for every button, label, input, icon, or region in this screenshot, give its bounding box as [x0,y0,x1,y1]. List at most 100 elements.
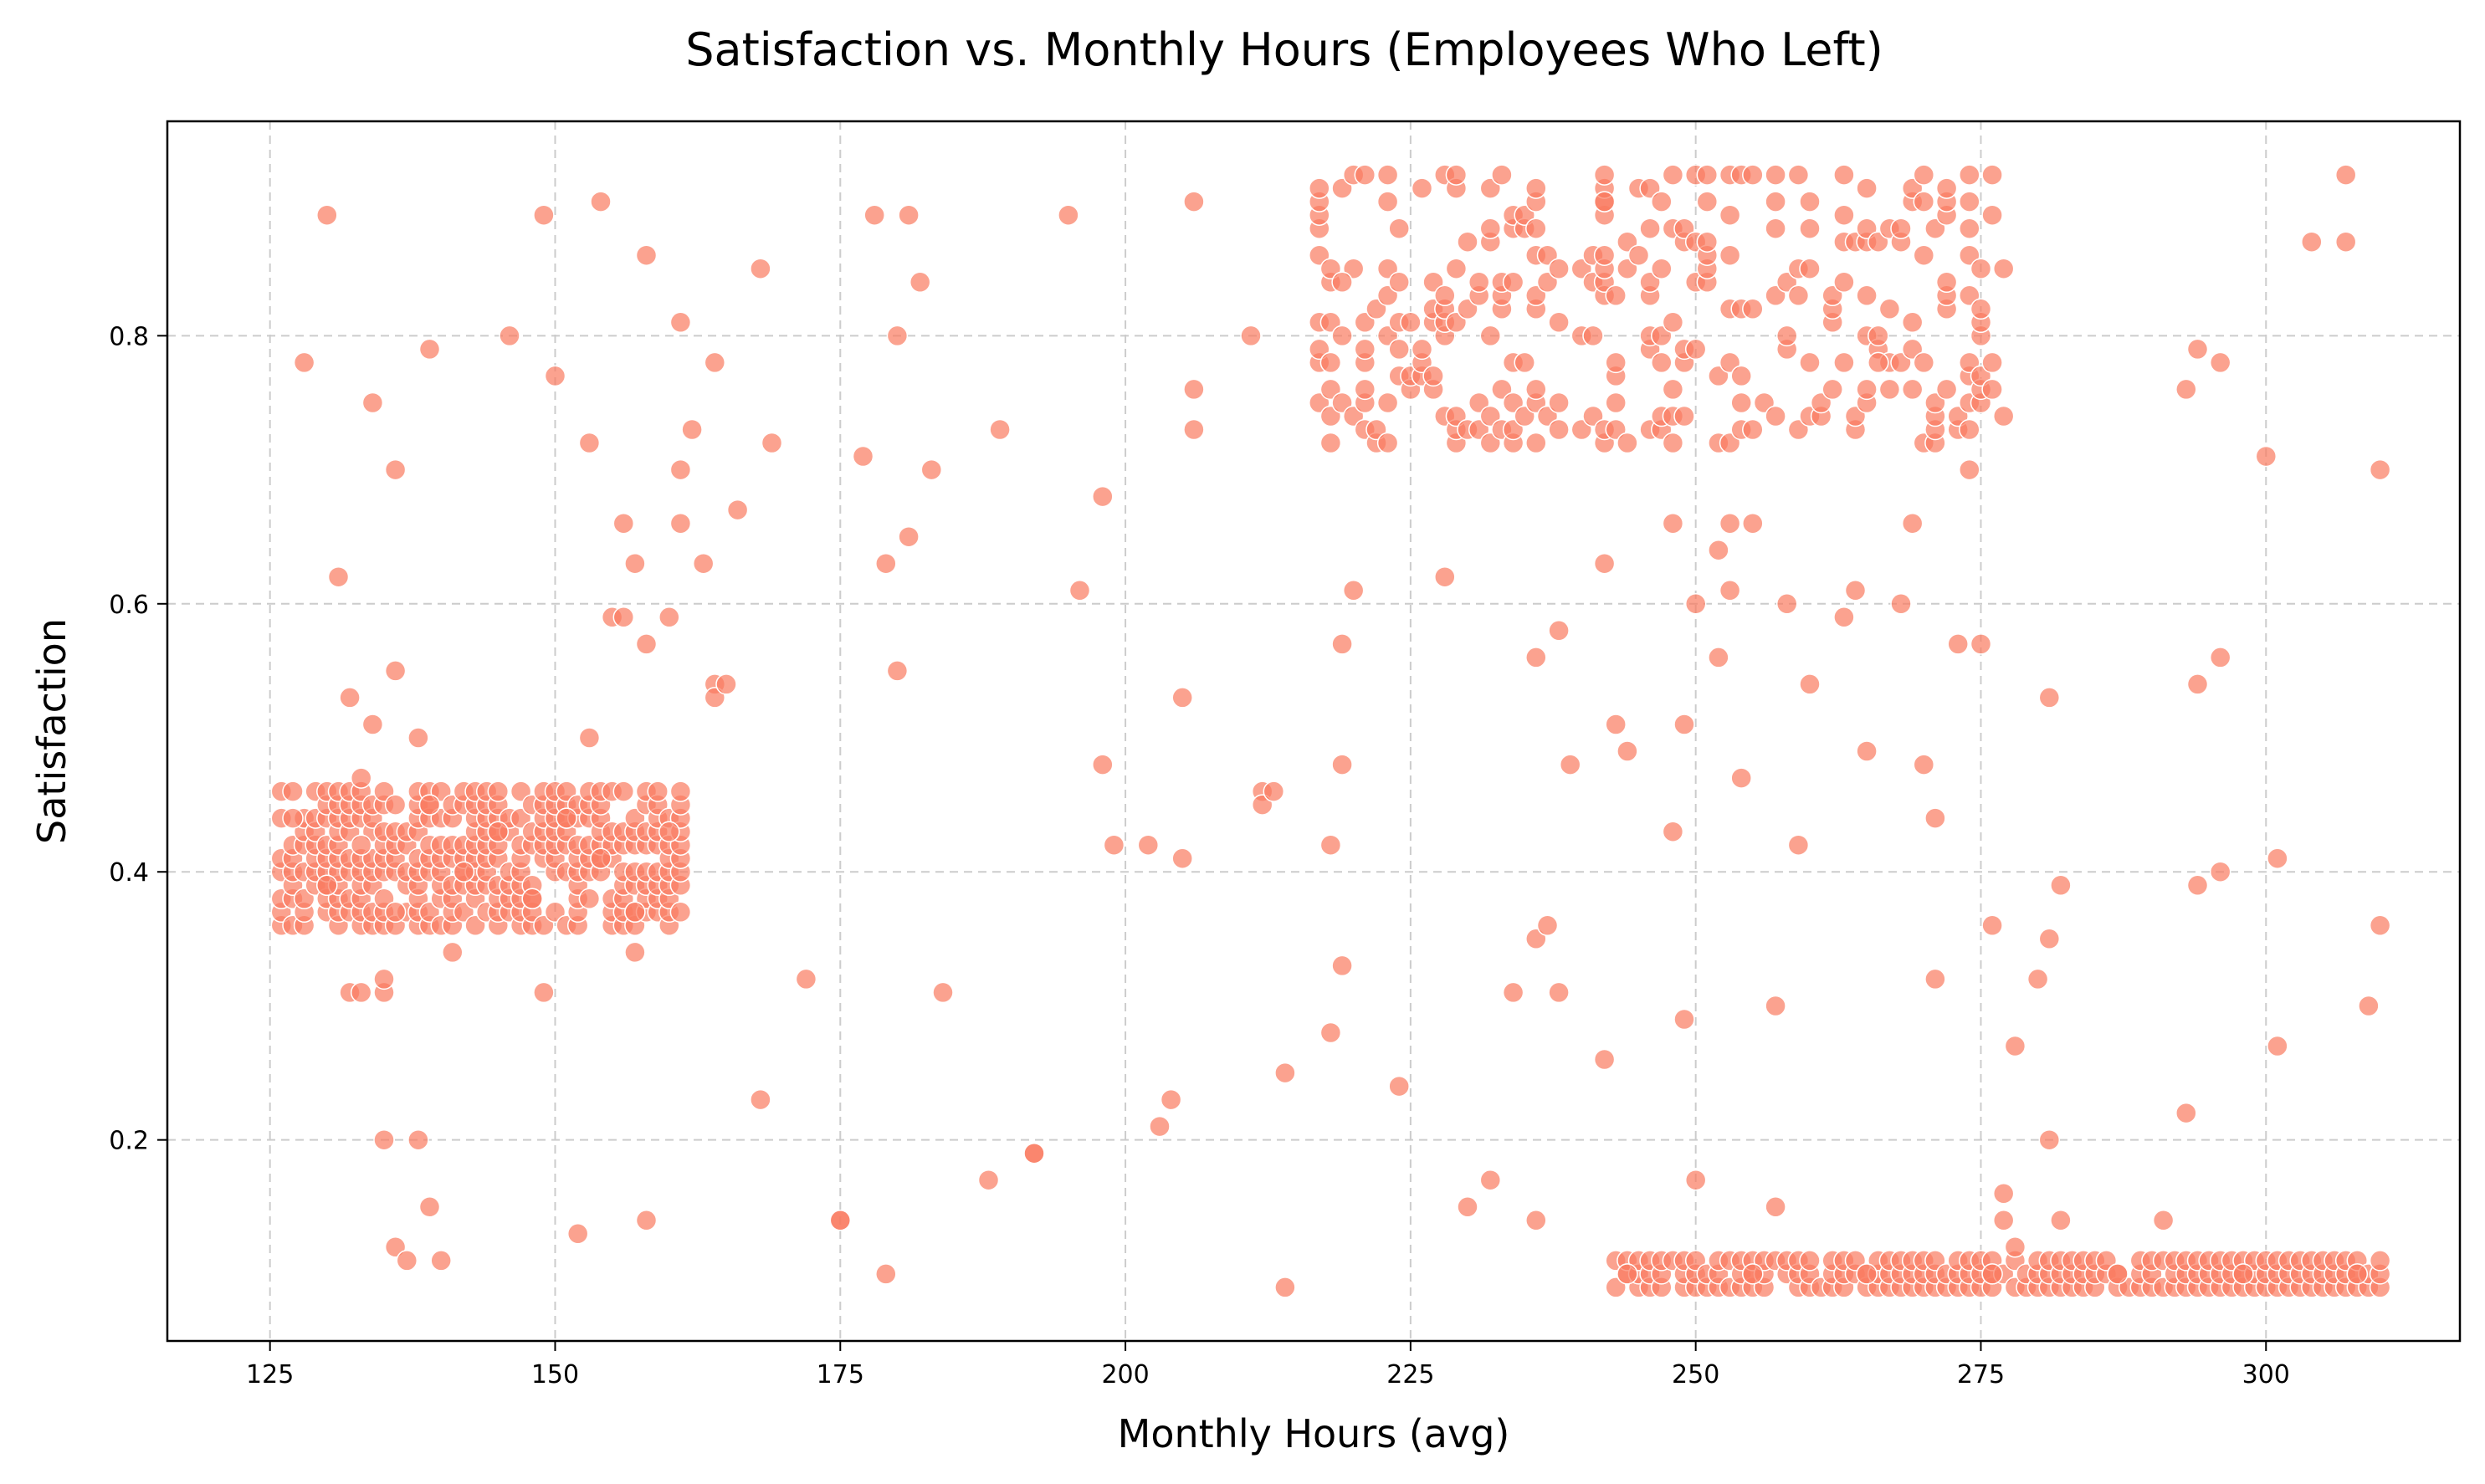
data-point [669,512,692,535]
data-point [1913,244,1935,266]
data-point [681,418,703,441]
data-point [1981,351,2003,374]
data-point [453,861,475,883]
data-point [692,552,715,575]
data-point [407,1128,429,1151]
data-point [1651,351,1673,374]
data-point [612,780,635,802]
data-point [1593,244,1616,266]
data-point [1890,217,1912,239]
data-point [1525,1210,1547,1231]
data-point [1388,338,1410,361]
data-point [1525,177,1547,199]
data-point [1856,177,1878,199]
data-point [1092,754,1114,775]
data-point [1388,271,1410,294]
data-point [1856,284,1878,307]
data-point [544,365,566,387]
x-tick-label: 125 [246,1360,294,1389]
data-point [350,767,372,789]
data-point [669,901,692,924]
data-point [1719,512,1741,535]
data-point [2107,1263,2129,1285]
data-point [1765,191,1786,212]
data-point [1331,271,1353,294]
data-point [1274,1277,1296,1298]
y-tick-label: 0.6 [109,591,149,620]
data-point [1183,418,1205,441]
data-point [2050,874,2072,897]
data-point [1799,1250,1821,1272]
data-point [1309,177,1330,199]
data-point [1844,580,1867,601]
data-point [1992,258,2015,279]
data-point [1742,164,1764,186]
data-point [1821,378,1843,401]
x-axis: 125 150 175 200 225 250 275 300 [246,1341,2290,1389]
data-point [1868,325,1889,347]
data-point [1319,1021,1342,1044]
data-point [384,458,407,481]
data-point [1924,968,1946,990]
data-point [761,432,783,454]
data-point [1068,580,1091,601]
data-point [1833,271,1855,294]
data-point [1536,914,1559,937]
grid-lines [167,121,2460,1341]
data-point [1913,191,1935,212]
data-point [1742,418,1764,441]
data-point [624,941,646,964]
data-point [2369,914,2391,937]
data-point [1765,1196,1786,1218]
data-point [384,660,407,682]
data-point [863,204,885,226]
data-point [2175,378,2197,401]
data-point [1992,1210,2015,1231]
data-point [1765,405,1786,427]
data-point [886,660,909,682]
x-tick-label: 275 [1957,1360,2005,1389]
data-point [1799,351,1821,374]
data-point [556,807,577,829]
data-point [1833,204,1855,226]
data-point [418,794,441,816]
data-point [1662,821,1684,842]
data-point [384,794,407,816]
data-point [1799,258,1821,279]
data-point [1787,284,1810,307]
data-point [2175,1102,2197,1124]
data-point [2358,995,2380,1017]
data-point [612,606,635,628]
data-point [1160,1088,1182,1111]
data-point [1582,325,1604,347]
data-point [898,525,920,548]
y-axis-label: Satisfaction [29,618,74,844]
data-point [2334,164,2357,186]
data-point [350,981,372,1004]
data-point [1981,164,2003,186]
data-point [1605,391,1627,414]
data-point [977,1169,1000,1191]
data-point [1935,378,1958,401]
data-point [1684,1169,1707,1191]
data-point [361,714,384,735]
data-point [350,834,372,856]
data-point [1981,378,2003,401]
data-point [1605,714,1627,735]
data-point [1868,351,1889,374]
data-point [1376,191,1399,212]
data-point [1924,807,1946,829]
data-point [2186,673,2209,695]
data-point [566,1223,589,1245]
data-point [1935,177,1958,199]
data-point [1947,633,1969,655]
data-point [1913,754,1935,775]
data-point [1639,217,1661,239]
data-point [1730,767,1752,789]
data-point [875,1263,897,1285]
data-point [1149,1115,1171,1138]
data-point [1548,391,1570,414]
data-point [407,727,429,749]
data-point [624,552,646,575]
